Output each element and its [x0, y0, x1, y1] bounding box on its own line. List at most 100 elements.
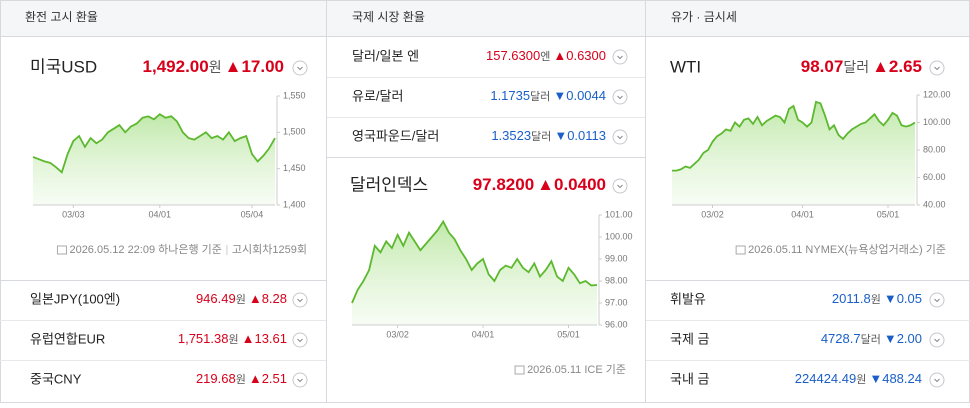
price: 97.8200 — [473, 175, 534, 194]
item-value: 224424.49원 ▼488.24 — [795, 371, 922, 386]
y-tick-label: 96.00 — [605, 319, 628, 329]
unit: 달러 — [861, 333, 881, 346]
item-name: WTI — [670, 57, 701, 76]
source-icon — [735, 245, 746, 255]
price: 1.3523 — [491, 128, 531, 143]
y-tick-label: 99.00 — [605, 253, 628, 263]
y-tick-label: 120.00 — [923, 89, 951, 99]
x-tick-label: 05/01 — [557, 329, 580, 339]
price: 98.07 — [801, 57, 844, 76]
unit: 달러 — [530, 90, 550, 103]
unit: 원 — [856, 373, 866, 386]
price: 224424.49 — [795, 371, 856, 386]
unit: 원 — [228, 333, 238, 346]
expand-icon[interactable] — [297, 298, 303, 303]
item-value: 1,492.00원 ▲17.00 — [143, 57, 284, 76]
expand-button[interactable] — [612, 89, 628, 105]
y-tick-label: 1,400 — [283, 199, 306, 209]
x-tick-label: 03/02 — [386, 329, 409, 339]
expand-button[interactable] — [292, 292, 308, 308]
expand-button[interactable] — [929, 60, 945, 76]
expand-icon[interactable] — [617, 95, 623, 100]
change: ▲8.28 — [249, 291, 287, 306]
expand-button[interactable] — [292, 332, 308, 348]
source: 2026.05.11 ICE 기준 — [527, 363, 626, 376]
source: 2026.05.11 NYMEX(뉴욕상업거래소) 기준 — [748, 243, 946, 256]
expand-button[interactable] — [292, 60, 308, 76]
expand-button[interactable] — [612, 129, 628, 145]
item-value: 98.07달러 ▲2.65 — [801, 57, 922, 76]
expand-icon[interactable] — [617, 184, 623, 189]
source-icon — [514, 365, 525, 375]
expand-icon[interactable] — [297, 378, 303, 383]
price-line — [32, 113, 276, 174]
change: ▲13.61 — [242, 331, 287, 346]
item-name: 일본JPY(100엔) — [30, 291, 120, 306]
y-tick-label: 1,500 — [283, 127, 306, 137]
item-name: 휘발유 — [670, 291, 706, 306]
price: 219.68 — [196, 371, 236, 386]
change: ▲17.00 — [225, 57, 284, 76]
change: ▲2.51 — [249, 371, 287, 386]
price: 157.6300 — [486, 48, 540, 63]
item-value: 2011.8원 ▼0.05 — [832, 291, 922, 306]
expand-icon[interactable] — [297, 338, 303, 343]
unit: 달러 — [843, 59, 869, 75]
change: ▼0.05 — [884, 291, 922, 306]
change: ▼2.00 — [884, 331, 922, 346]
expand-icon[interactable] — [934, 298, 940, 303]
item-name: 달러인덱스 — [350, 175, 428, 194]
expand-icon[interactable] — [617, 135, 623, 140]
price-line — [672, 100, 916, 172]
expand-button[interactable] — [612, 49, 628, 65]
source-extra: 고시회차1259회 — [232, 243, 307, 256]
price: 1.1735 — [490, 88, 530, 103]
expand-button[interactable] — [292, 372, 308, 388]
expand-icon[interactable] — [934, 66, 940, 71]
unit: 원 — [209, 59, 222, 75]
y-tick-label: 1,550 — [283, 90, 306, 100]
header-bar — [1, 1, 969, 36]
y-tick-label: 98.00 — [605, 275, 628, 285]
x-tick-label: 05/04 — [241, 209, 264, 219]
change: ▲2.65 — [872, 57, 922, 76]
item-name: 유로/달러 — [352, 88, 403, 103]
unit: 원 — [871, 293, 881, 306]
item-name: 미국USD — [30, 57, 97, 76]
expand-icon[interactable] — [934, 338, 940, 343]
unit: 엔 — [540, 50, 550, 63]
item-name: 국내 금 — [670, 371, 710, 386]
y-tick-label: 60.00 — [923, 172, 946, 182]
item-value: 219.68원 ▲2.51 — [196, 371, 287, 386]
y-tick-label: 80.00 — [923, 144, 946, 154]
price-line — [351, 219, 598, 304]
y-tick-label: 100.00 — [605, 231, 633, 241]
item-name: 유럽연합EUR — [30, 331, 105, 346]
x-tick-label: 04/01 — [791, 209, 814, 219]
price: 946.49 — [196, 291, 236, 306]
expand-icon[interactable] — [934, 378, 940, 383]
x-tick-label: 04/01 — [472, 329, 495, 339]
panel-header: 환전 고시 환율 — [25, 10, 98, 24]
area-fill — [352, 221, 597, 325]
unit: 달러 — [531, 130, 551, 143]
change: ▲0.0400 — [537, 175, 606, 194]
item-value: 157.6300엔 ▲0.6300 — [486, 48, 606, 63]
x-tick-label: 05/01 — [877, 209, 900, 219]
item-value: 946.49원 ▲8.28 — [196, 291, 287, 306]
expand-icon[interactable] — [617, 55, 623, 60]
item-value: 1,751.38원 ▲13.61 — [178, 331, 287, 346]
price: 1,751.38 — [178, 331, 229, 346]
item-name: 달러/일본 엔 — [352, 48, 419, 63]
change: ▼0.0113 — [554, 128, 606, 143]
panel-header: 유가 · 금시세 — [671, 10, 737, 24]
expand-button[interactable] — [929, 332, 945, 348]
expand-icon[interactable] — [297, 66, 303, 71]
item-value: 1.3523달러 ▼0.0113 — [491, 128, 606, 143]
expand-button[interactable] — [612, 178, 628, 194]
expand-button[interactable] — [929, 372, 945, 388]
price: 2011.8 — [832, 291, 871, 306]
y-tick-label: 100.00 — [923, 117, 951, 127]
expand-button[interactable] — [929, 292, 945, 308]
